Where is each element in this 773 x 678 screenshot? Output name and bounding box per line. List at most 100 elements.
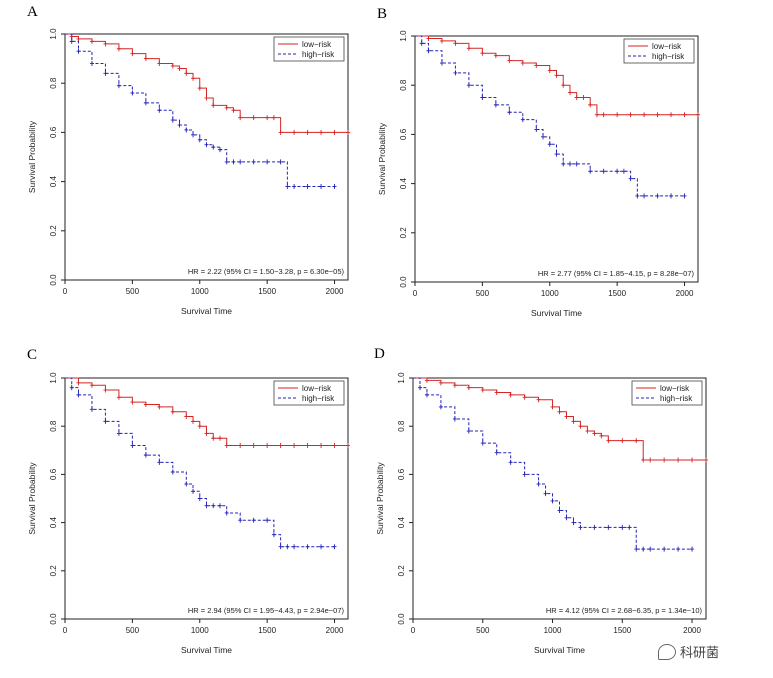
legend-label: low−risk bbox=[652, 42, 682, 51]
censor-mark bbox=[704, 457, 708, 463]
censor-mark bbox=[493, 53, 498, 59]
censor-mark bbox=[635, 193, 640, 199]
censor-mark bbox=[642, 193, 647, 199]
censor-mark bbox=[634, 438, 639, 444]
censor-mark bbox=[493, 102, 498, 108]
censor-mark bbox=[494, 389, 499, 395]
censor-mark bbox=[251, 159, 256, 165]
y-tick-label: 0.4 bbox=[49, 175, 58, 187]
y-tick-label: 0.2 bbox=[49, 565, 58, 577]
y-tick-label: 0.0 bbox=[49, 613, 58, 625]
hr-annotation: HR = 2.94 (95% CI = 1.95−4.43, p = 2.94e… bbox=[188, 606, 345, 615]
censor-mark bbox=[581, 95, 586, 100]
censor-mark bbox=[453, 70, 458, 76]
y-tick-label: 0.6 bbox=[397, 468, 406, 480]
censor-mark bbox=[522, 471, 527, 477]
y-tick-label: 0.8 bbox=[49, 77, 58, 89]
censor-mark bbox=[191, 488, 196, 494]
y-tick-label: 0.0 bbox=[399, 276, 408, 288]
censor-mark bbox=[534, 126, 539, 132]
censor-mark bbox=[217, 435, 222, 441]
km-chart-c: 0.0 0.2 0.4 0.6 0.8 1.0 0 500 1000 1500 2000 Surviv… bbox=[27, 372, 350, 655]
censor-mark bbox=[116, 430, 121, 436]
censor-mark bbox=[197, 85, 202, 91]
censor-mark bbox=[217, 503, 222, 509]
censor-mark bbox=[438, 380, 443, 386]
x-tick-label: 1000 bbox=[191, 626, 209, 635]
x-tick-label: 500 bbox=[476, 289, 490, 298]
censor-mark bbox=[453, 40, 458, 46]
censor-mark bbox=[554, 72, 559, 78]
censor-mark bbox=[285, 544, 290, 550]
censor-mark bbox=[543, 491, 548, 497]
censor-mark bbox=[585, 428, 590, 434]
watermark: 科研菌 bbox=[658, 642, 719, 661]
panel-letter-a: A bbox=[27, 4, 38, 20]
censor-mark bbox=[271, 532, 276, 538]
censor-mark bbox=[238, 159, 243, 165]
panel-letter-c: C bbox=[27, 347, 38, 363]
legend-label: high−risk bbox=[652, 52, 685, 61]
censor-mark bbox=[696, 112, 700, 118]
x-tick-label: 1000 bbox=[541, 289, 559, 298]
censor-mark bbox=[130, 51, 135, 57]
x-tick-label: 1500 bbox=[613, 626, 631, 635]
censor-mark bbox=[466, 45, 471, 51]
x-axis-label: Survival Time bbox=[181, 645, 232, 655]
km-chart-d: 0.0 0.2 0.4 0.6 0.8 1.0 0 500 1000 1500 2000 Surviv… bbox=[375, 372, 708, 655]
x-tick-label: 0 bbox=[411, 626, 416, 635]
censor-mark bbox=[157, 61, 162, 67]
y-tick-label: 0.2 bbox=[399, 227, 408, 239]
y-tick-label: 0.4 bbox=[397, 516, 406, 528]
censor-mark bbox=[292, 442, 297, 448]
censor-mark bbox=[346, 129, 350, 135]
censor-mark bbox=[184, 70, 189, 76]
censor-mark bbox=[332, 129, 337, 135]
hr-annotation: HR = 2.77 (95% CI = 1.85−4.15, p = 8.28e… bbox=[538, 269, 695, 278]
censor-mark bbox=[574, 161, 579, 167]
censor-mark bbox=[224, 510, 229, 516]
censor-mark bbox=[103, 418, 108, 424]
censor-mark bbox=[211, 503, 216, 509]
censor-mark bbox=[130, 399, 135, 405]
censor-mark bbox=[536, 397, 541, 403]
y-axis-label: Survival Probability bbox=[27, 120, 37, 193]
censor-mark bbox=[157, 459, 162, 465]
censor-mark bbox=[231, 107, 236, 113]
censor-mark bbox=[550, 498, 555, 504]
censor-mark bbox=[439, 38, 444, 44]
censor-mark bbox=[620, 438, 625, 444]
censor-mark bbox=[265, 442, 270, 448]
x-tick-label: 500 bbox=[476, 626, 490, 635]
censor-mark bbox=[541, 134, 546, 140]
y-tick-label: 1.0 bbox=[49, 28, 58, 40]
legend-label: low−risk bbox=[660, 384, 690, 393]
censor-mark bbox=[655, 112, 660, 118]
censor-mark bbox=[238, 442, 243, 448]
censor-mark bbox=[690, 546, 695, 552]
high-risk-curve bbox=[413, 377, 693, 550]
legend-box bbox=[273, 380, 345, 406]
y-axis-label: Survival Probability bbox=[377, 122, 387, 195]
plot-frame bbox=[64, 377, 349, 620]
panel-letter-b: B bbox=[377, 6, 388, 22]
censor-mark bbox=[669, 193, 674, 199]
censor-mark bbox=[676, 546, 681, 552]
censor-mark bbox=[204, 142, 209, 148]
censor-mark bbox=[265, 115, 270, 121]
censor-mark bbox=[588, 102, 593, 108]
x-tick-label: 1000 bbox=[544, 626, 562, 635]
censor-mark bbox=[157, 107, 162, 113]
censor-mark bbox=[238, 517, 243, 523]
wechat-icon bbox=[658, 643, 676, 660]
censor-mark bbox=[170, 117, 175, 123]
censor-mark bbox=[536, 481, 541, 487]
censor-mark bbox=[177, 65, 182, 71]
censor-mark bbox=[599, 433, 604, 439]
censor-mark bbox=[231, 159, 236, 165]
censor-mark bbox=[601, 112, 606, 118]
y-tick-label: 0.0 bbox=[397, 613, 406, 625]
censor-mark bbox=[177, 122, 182, 128]
censor-mark bbox=[520, 60, 525, 66]
censor-mark bbox=[452, 416, 457, 422]
